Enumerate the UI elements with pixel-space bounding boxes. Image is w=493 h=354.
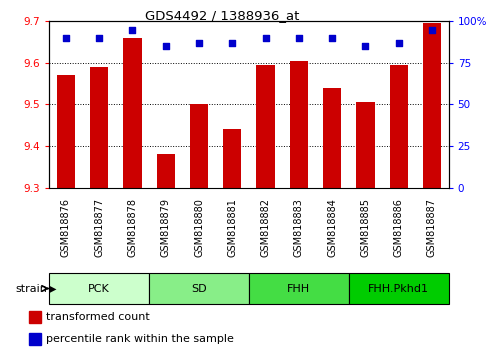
Point xyxy=(361,44,369,49)
Text: GSM818881: GSM818881 xyxy=(227,198,237,257)
Bar xyxy=(90,67,108,188)
Bar xyxy=(149,273,249,304)
Bar xyxy=(49,273,149,304)
Bar xyxy=(389,65,408,188)
Text: GSM818887: GSM818887 xyxy=(427,198,437,257)
Bar xyxy=(157,154,175,188)
Text: GSM818886: GSM818886 xyxy=(394,198,404,257)
Point xyxy=(162,44,170,49)
Text: GSM818880: GSM818880 xyxy=(194,198,204,257)
Text: GSM818882: GSM818882 xyxy=(261,198,271,257)
Point xyxy=(129,27,137,32)
Text: PCK: PCK xyxy=(88,284,110,293)
Bar xyxy=(356,102,375,188)
Text: FHH: FHH xyxy=(287,284,311,293)
Bar xyxy=(29,333,41,345)
Bar xyxy=(57,75,75,188)
Point xyxy=(328,35,336,41)
Text: GSM818884: GSM818884 xyxy=(327,198,337,257)
Point xyxy=(95,35,103,41)
Text: SD: SD xyxy=(191,284,207,293)
Point xyxy=(395,40,403,46)
Text: transformed count: transformed count xyxy=(46,312,150,322)
Point xyxy=(262,35,270,41)
Text: ▶: ▶ xyxy=(49,284,57,293)
Point xyxy=(195,40,203,46)
Bar xyxy=(223,130,242,188)
Text: GSM818876: GSM818876 xyxy=(61,198,71,257)
Text: strain: strain xyxy=(16,284,48,293)
Text: FHH.Pkhd1: FHH.Pkhd1 xyxy=(368,284,429,293)
Bar xyxy=(190,104,208,188)
Bar xyxy=(349,273,449,304)
Point xyxy=(428,27,436,32)
Text: GSM818878: GSM818878 xyxy=(128,198,138,257)
Bar xyxy=(423,23,441,188)
Text: GSM818879: GSM818879 xyxy=(161,198,171,257)
Text: GSM818885: GSM818885 xyxy=(360,198,370,257)
Bar xyxy=(249,273,349,304)
Bar xyxy=(256,65,275,188)
Point xyxy=(228,40,236,46)
Text: GDS4492 / 1388936_at: GDS4492 / 1388936_at xyxy=(144,9,299,22)
Point xyxy=(62,35,70,41)
Bar xyxy=(123,38,141,188)
Bar xyxy=(323,88,341,188)
Bar xyxy=(29,311,41,323)
Point xyxy=(295,35,303,41)
Text: GSM818877: GSM818877 xyxy=(94,198,104,257)
Text: percentile rank within the sample: percentile rank within the sample xyxy=(46,334,234,344)
Bar xyxy=(290,61,308,188)
Text: GSM818883: GSM818883 xyxy=(294,198,304,257)
